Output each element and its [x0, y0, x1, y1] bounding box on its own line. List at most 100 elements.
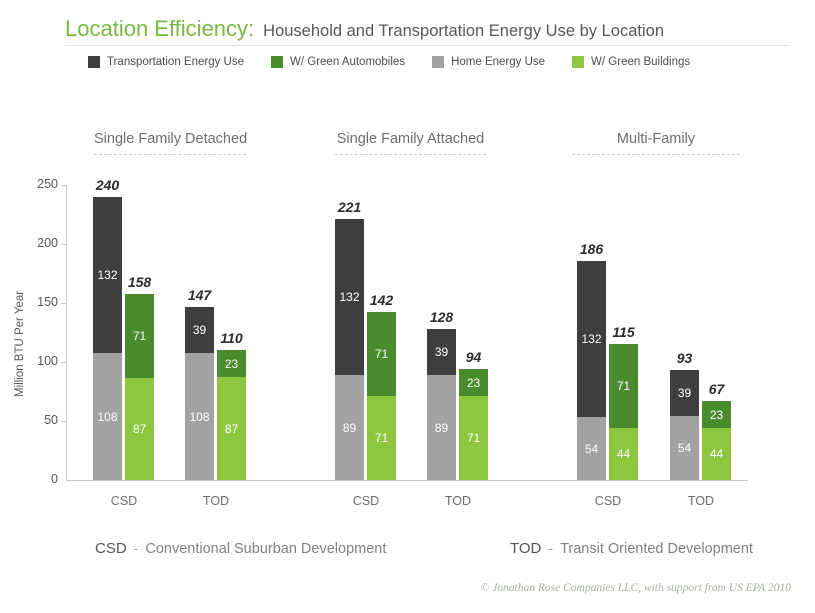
bar-segment-value: 44	[616, 447, 631, 461]
bar-segment-value: 39	[192, 323, 207, 337]
bar-segment: 71	[609, 344, 638, 428]
bar-total-label: 186	[579, 241, 604, 257]
bar-total-label: 115	[612, 324, 635, 340]
bar-conventional: 39 54	[670, 370, 699, 480]
bar-segment-value: 71	[374, 347, 389, 361]
bar-segment-value: 71	[132, 329, 147, 343]
bar-segment: 108	[93, 353, 122, 480]
bar-segment: 87	[125, 378, 154, 480]
x-axis-label: CSD	[110, 494, 138, 508]
bar-segment-value: 87	[224, 421, 239, 436]
bar-segment: 54	[577, 417, 606, 480]
legend-label: W/ Green Buildings	[591, 56, 691, 68]
bar-segment: 39	[185, 307, 214, 353]
bar-segment: 132	[93, 197, 122, 353]
bar-conventional: 39 108	[185, 307, 214, 480]
bar-segment-value: 23	[224, 356, 239, 371]
bar-segment: 39	[427, 329, 456, 375]
bar-segment-value: 39	[677, 386, 692, 400]
bar-segment: 89	[427, 375, 456, 480]
abbreviation-csd-dash: -	[133, 540, 139, 556]
abbreviation-csd-code: CSD	[95, 540, 127, 557]
bar-conventional: 39 89	[427, 329, 456, 480]
group-header: Multi-Family	[572, 131, 740, 155]
y-tick-mark	[61, 362, 66, 363]
x-axis-label: TOD	[202, 494, 230, 508]
bar-total-label: 240	[95, 177, 120, 193]
legend-item: W/ Green Buildings	[572, 56, 690, 68]
legend-swatch-icon	[572, 56, 585, 68]
bar-green: 71 71	[367, 312, 396, 480]
abbreviation-tod-dash: -	[548, 540, 554, 556]
legend-swatch-icon	[432, 56, 445, 68]
bar-green: 71 44	[609, 344, 638, 480]
bar-segment: 71	[459, 396, 488, 480]
legend-label: Transportation Energy Use	[107, 56, 245, 68]
bar-total-label: 221	[337, 199, 362, 215]
abbreviation-tod: TOD - Transit Oriented Development	[510, 540, 753, 558]
bar-segment-value: 132	[581, 332, 602, 346]
y-tick-mark	[61, 244, 66, 245]
bar-total-label: 67	[708, 381, 725, 397]
bar-segment: 89	[335, 375, 364, 480]
bar-segment-value: 71	[466, 431, 481, 445]
bar-segment-value: 89	[434, 420, 449, 435]
bar-segment: 44	[609, 428, 638, 480]
bar-segment: 54	[670, 416, 699, 480]
bar-segment-value: 71	[616, 379, 631, 393]
x-axis-label: TOD	[687, 494, 715, 508]
bar-conventional: 132 54	[577, 261, 606, 480]
group-header: Single Family Detached	[94, 131, 247, 155]
bar-segment: 44	[702, 428, 731, 480]
bar-total-label: 128	[429, 309, 454, 325]
bar-segment: 71	[367, 312, 396, 396]
bar-segment-value: 23	[466, 375, 481, 390]
bar-green: 23 87	[217, 350, 246, 480]
y-tick-mark	[61, 185, 66, 186]
bar-conventional: 132 89	[335, 219, 364, 480]
bar-segment: 71	[125, 294, 154, 378]
bar-segment: 23	[702, 401, 731, 428]
x-axis-label: CSD	[594, 494, 622, 508]
bar-segment: 71	[367, 396, 396, 480]
bar-segment: 87	[217, 377, 246, 480]
abbreviation-csd-text: Conventional Suburban Development	[145, 541, 387, 557]
abbreviation-csd: CSD - Conventional Suburban Development	[95, 540, 386, 558]
x-axis-label: CSD	[352, 494, 380, 508]
bar-green: 71 87	[125, 294, 154, 480]
bar-segment-value: 108	[189, 409, 210, 424]
abbreviation-tod-text: Transit Oriented Development	[560, 541, 753, 557]
y-tick-label: 150	[37, 295, 58, 309]
bar-segment: 39	[670, 370, 699, 416]
y-axis-line	[66, 185, 67, 480]
bar-conventional: 132 108	[93, 197, 122, 480]
bar-total-label: 94	[465, 349, 482, 365]
y-tick-mark	[61, 303, 66, 304]
legend-swatch-icon	[271, 56, 284, 68]
bar-green: 23 71	[459, 369, 488, 480]
legend-label: Home Energy Use	[451, 56, 546, 68]
bar-total-label: 142	[369, 292, 394, 308]
x-axis-line	[66, 480, 748, 481]
legend-item: Transportation Energy Use	[88, 56, 244, 68]
bar-segment-value: 108	[97, 409, 118, 424]
y-tick-label: 250	[37, 177, 58, 191]
bar-segment-value: 87	[132, 422, 147, 436]
bar-segment-value: 132	[97, 268, 118, 282]
bar-segment-value: 54	[677, 441, 692, 455]
bar-segment-value: 44	[709, 447, 724, 461]
legend-item: W/ Green Automobiles	[271, 56, 405, 68]
bar-segment-value: 89	[342, 420, 357, 435]
x-axis-label: TOD	[444, 494, 472, 508]
abbreviation-tod-code: TOD	[510, 540, 542, 557]
title-divider	[65, 45, 790, 46]
page-title: Location Efficiency: Household and Transp…	[65, 16, 664, 42]
bar-total-label: 147	[187, 287, 212, 303]
y-tick-mark	[61, 421, 66, 422]
bar-segment-value: 71	[374, 431, 389, 445]
bar-total-label: 110	[220, 330, 243, 346]
y-tick-label: 100	[37, 354, 58, 368]
bar-segment-value: 39	[434, 345, 449, 359]
y-tick-label: 200	[37, 236, 58, 250]
